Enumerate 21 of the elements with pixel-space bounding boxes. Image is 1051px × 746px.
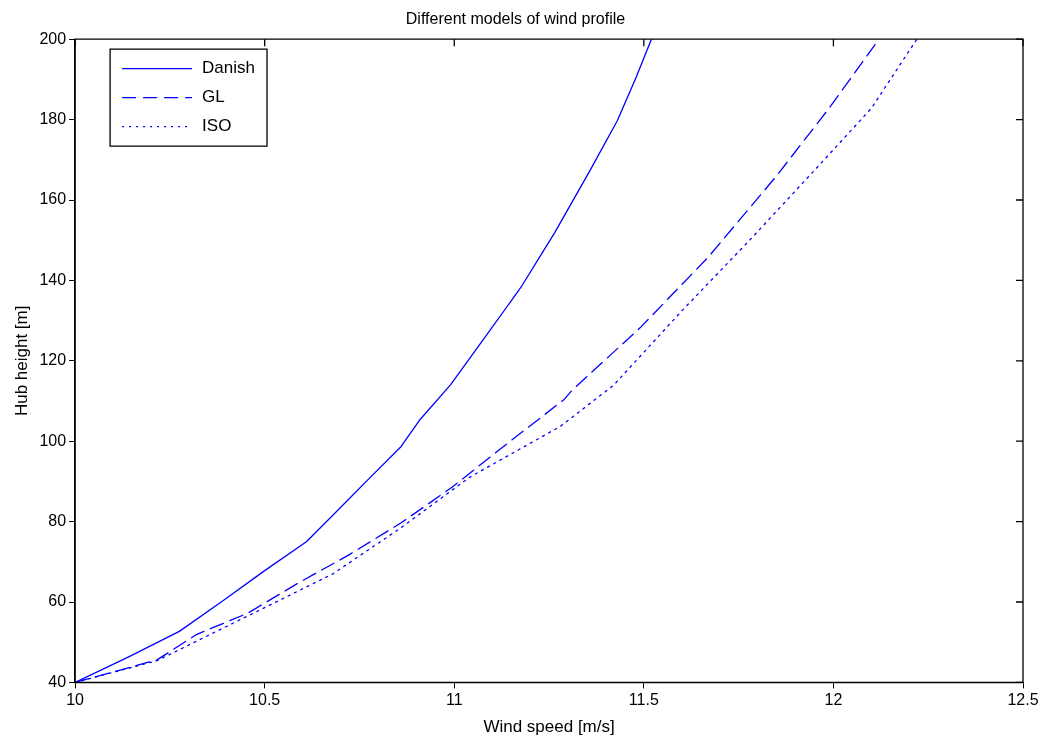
- x-axis-title: Wind speed [m/s]: [483, 717, 615, 737]
- y-tick-label: 80: [48, 512, 67, 530]
- y-tick-label: 120: [39, 351, 67, 369]
- y-axis-title: Hub height [m]: [11, 305, 31, 417]
- x-tick-label: 12.5: [1007, 691, 1039, 709]
- legend-label: GL: [202, 87, 225, 107]
- y-tick-label: 40: [48, 672, 67, 690]
- legend-label: ISO: [202, 116, 232, 136]
- y-tick-label: 160: [39, 190, 67, 208]
- y-tick-label: 180: [39, 110, 67, 128]
- x-tick-label: 10: [66, 691, 85, 709]
- x-tick-label: 11: [445, 691, 463, 709]
- x-tick-label: 10.5: [249, 691, 281, 709]
- chart-title: Different models of wind profile: [405, 10, 626, 28]
- legend-label: Danish: [202, 58, 256, 78]
- x-tick-label: 12: [824, 691, 843, 709]
- y-tick-label: 140: [39, 270, 67, 288]
- y-tick-label: 60: [48, 592, 67, 610]
- y-tick-label: 100: [39, 431, 67, 449]
- x-tick-label: 11.5: [628, 691, 659, 709]
- y-tick-label: 200: [39, 29, 67, 47]
